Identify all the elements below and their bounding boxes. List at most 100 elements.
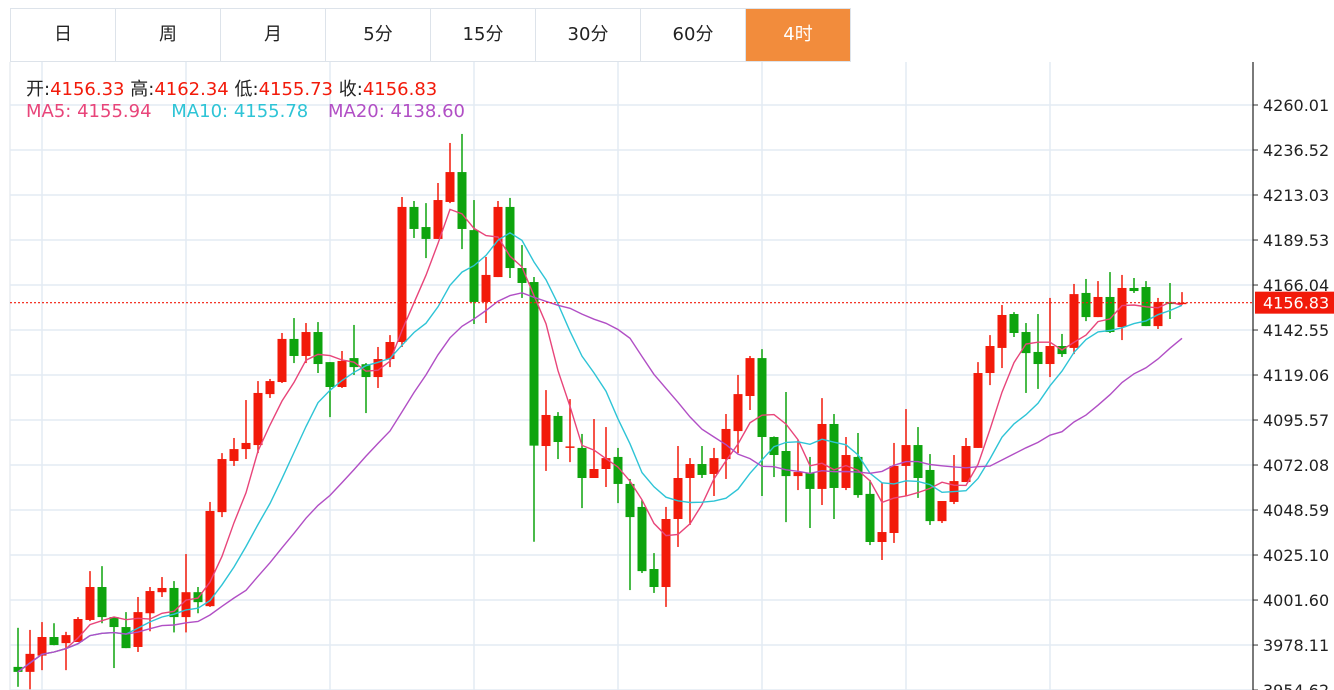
candle-body	[997, 314, 1007, 348]
candle-body	[109, 617, 119, 628]
candle	[697, 446, 707, 479]
ma20-line	[17, 292, 1183, 673]
candle-body	[541, 414, 551, 447]
y-tick-label: 4048.59	[1263, 501, 1329, 520]
candle-body	[301, 332, 311, 356]
candle	[709, 447, 719, 497]
candle	[289, 318, 299, 364]
y-tick-label: 3954.62	[1263, 681, 1329, 690]
tab-5min[interactable]: 5分	[326, 9, 431, 61]
candle	[529, 277, 539, 542]
candle-body	[577, 447, 587, 479]
candle	[577, 433, 587, 509]
candle-body	[613, 456, 623, 484]
candle-body	[85, 587, 95, 620]
candle-body	[373, 359, 383, 378]
candle-body	[733, 394, 743, 432]
candle-body	[133, 612, 143, 647]
candle	[1129, 278, 1139, 293]
candle	[733, 374, 743, 454]
candle	[541, 390, 551, 471]
candle-body	[229, 449, 239, 461]
candle	[601, 427, 611, 488]
low-label: 低:	[234, 79, 259, 100]
candle-body	[925, 469, 935, 522]
candle	[241, 400, 251, 460]
candle-body	[793, 472, 803, 477]
y-tick-label: 4213.03	[1263, 186, 1329, 205]
candle-body	[673, 478, 683, 520]
candle-body	[421, 227, 431, 239]
ma5-label: MA5:	[26, 101, 72, 122]
tab-4hour[interactable]: 4时	[746, 9, 851, 61]
candle	[961, 437, 971, 483]
last-price-badge	[1255, 291, 1334, 314]
tab-30min[interactable]: 30分	[536, 9, 641, 61]
candle	[157, 577, 167, 597]
candle	[805, 456, 815, 529]
ma10-line	[17, 231, 1183, 673]
candle	[1057, 333, 1067, 357]
candle-body	[829, 423, 839, 488]
y-tick-label: 4260.01	[1263, 96, 1329, 115]
candle	[1045, 297, 1055, 378]
candle	[97, 566, 107, 624]
candle	[25, 629, 35, 690]
candle-body	[313, 332, 323, 365]
tab-15min[interactable]: 15分	[431, 9, 536, 61]
candle	[625, 478, 635, 591]
candle	[901, 409, 911, 497]
ma20-label: MA20:	[328, 101, 385, 122]
candle	[1009, 312, 1019, 338]
candle	[121, 612, 131, 649]
candle	[61, 631, 71, 671]
candle	[169, 581, 179, 633]
candle	[373, 346, 383, 388]
candle	[217, 453, 227, 518]
tab-60min[interactable]: 60分	[641, 9, 746, 61]
candle	[793, 440, 803, 491]
candle-body	[385, 341, 395, 360]
candle-body	[493, 206, 503, 278]
candle	[421, 203, 431, 259]
candle	[133, 596, 143, 652]
ma20-value: 4138.60	[390, 101, 465, 122]
candle-body	[217, 459, 227, 513]
y-tick-label: 4166.04	[1263, 276, 1329, 295]
high-value: 4162.34	[154, 79, 229, 100]
tab-week[interactable]: 周	[116, 9, 221, 61]
candle-body	[697, 464, 707, 475]
candle	[505, 197, 515, 279]
ohlc-legend: 开:4156.33 高:4162.34 低:4155.73 收:4156.83	[26, 75, 437, 101]
candle-body	[589, 469, 599, 479]
candle-body	[1129, 287, 1139, 292]
low-value: 4155.73	[258, 79, 334, 100]
tab-month[interactable]: 月	[221, 9, 326, 61]
candle-body	[205, 510, 215, 607]
candle	[205, 501, 215, 607]
candle	[409, 200, 419, 238]
ma5-value: 4155.94	[77, 101, 152, 122]
candle-body	[889, 465, 899, 533]
tab-day[interactable]: 日	[11, 9, 116, 61]
candle-body	[1069, 294, 1079, 348]
candle	[1093, 281, 1103, 318]
candle	[265, 378, 275, 398]
candle	[673, 446, 683, 547]
candle-body	[529, 282, 539, 446]
candle-body	[157, 587, 167, 593]
candle-body	[961, 446, 971, 483]
candle-body	[1033, 351, 1043, 365]
candle-body	[1105, 296, 1115, 333]
candle-body	[901, 445, 911, 466]
candle	[385, 335, 395, 368]
candle-body	[565, 446, 575, 448]
candle	[349, 324, 359, 375]
close-value: 4156.83	[362, 79, 438, 100]
candle-body	[625, 483, 635, 518]
candle	[109, 617, 119, 669]
candle-body	[865, 493, 875, 542]
candle-body	[1045, 346, 1055, 365]
candle	[865, 479, 875, 546]
